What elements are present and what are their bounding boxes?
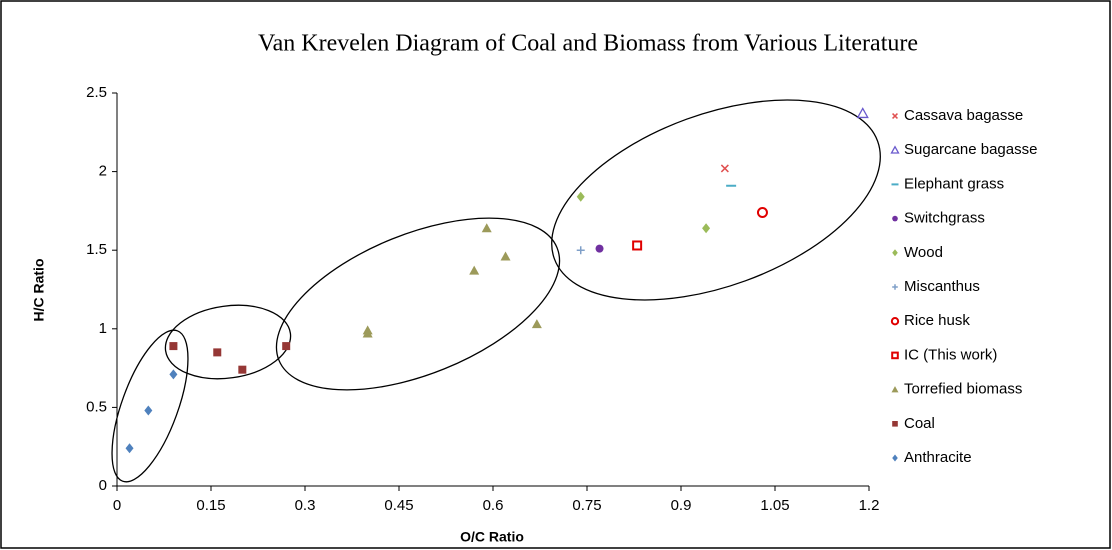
point (169, 342, 178, 351)
legend-marker (891, 351, 899, 360)
point (531, 319, 542, 329)
legend-label: Sugarcane bagasse (904, 141, 1037, 158)
y-axis-label: H/C Ratio (31, 259, 47, 322)
y-tick-label: 0 (99, 477, 107, 494)
cluster-ellipse (111, 329, 189, 483)
legend-label: Coal (904, 415, 935, 432)
legend-marker (890, 317, 900, 326)
x-tick-label: 0.15 (196, 497, 225, 514)
legend-marker (892, 113, 898, 119)
legend-label: Torrefied biomass (904, 381, 1022, 398)
chart-title: Van Krevelen Diagram of Coal and Biomass… (258, 31, 918, 57)
legend-marker (892, 284, 898, 290)
legend-label: Anthracite (904, 449, 972, 466)
point (500, 251, 511, 261)
legend-marker (890, 145, 900, 154)
point (362, 328, 373, 338)
legend-label: Miscanthus (904, 278, 980, 295)
point (282, 342, 291, 351)
x-axis-label: O/C Ratio (460, 529, 524, 545)
point (213, 348, 222, 357)
point (238, 365, 247, 374)
legend-marker (892, 454, 898, 462)
point (144, 405, 153, 416)
legend-label: Wood (904, 244, 943, 261)
legend-marker (892, 421, 898, 427)
legend-marker (891, 386, 899, 393)
point (481, 223, 492, 233)
point (856, 107, 869, 119)
point (595, 244, 604, 253)
point (576, 191, 585, 202)
y-tick-label: 1.5 (86, 241, 107, 258)
legend-marker (892, 249, 898, 257)
x-tick-label: 0.3 (295, 497, 316, 514)
x-tick-label: 0.6 (483, 497, 504, 514)
point (469, 265, 480, 275)
legend-label: Switchgrass (904, 210, 985, 227)
y-tick-label: 2 (99, 163, 107, 180)
point (576, 246, 585, 255)
x-tick-label: 0.9 (671, 497, 692, 514)
cluster-ellipse (275, 217, 561, 391)
x-tick-label: 0 (113, 497, 121, 514)
legend-label: IC (This work) (904, 346, 997, 363)
x-tick-label: 1.2 (859, 497, 880, 514)
y-tick-label: 0.5 (86, 398, 107, 415)
legend-label: Cassava bagasse (904, 107, 1023, 124)
legend-marker (892, 215, 898, 222)
x-tick-label: 0.45 (384, 497, 413, 514)
point (720, 164, 729, 173)
point (702, 223, 711, 234)
legend-label: Rice husk (904, 312, 970, 329)
cluster-ellipse (551, 99, 881, 301)
x-tick-label: 1.05 (760, 497, 789, 514)
point (169, 369, 178, 380)
cluster-ellipse (164, 304, 292, 380)
y-tick-label: 2.5 (86, 84, 107, 101)
cluster-ellipses (111, 99, 881, 483)
x-tick-label: 0.75 (572, 497, 601, 514)
point (125, 443, 134, 454)
point (632, 240, 643, 251)
legend-label: Elephant grass (904, 175, 1004, 192)
y-tick-label: 1 (99, 320, 107, 337)
point (756, 206, 768, 218)
